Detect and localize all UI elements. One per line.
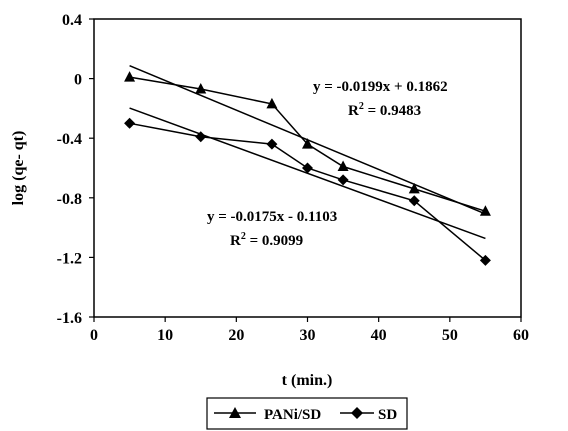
r-squared-superscript: 2 <box>359 101 364 112</box>
y-tick-label: -0.8 <box>57 191 82 208</box>
r-squared-value: = 0.9483 <box>364 103 421 119</box>
equation-panisd: y = -0.0199x + 0.1862 <box>313 79 448 95</box>
equation-sd: y = -0.0175x - 0.1103 <box>207 209 337 225</box>
legend-triangle-icon <box>229 407 241 418</box>
x-tick-label: 20 <box>228 327 244 344</box>
x-tick-label: 0 <box>90 327 98 344</box>
r-squared-sd: R2 = 0.9099 <box>230 231 303 249</box>
data-point-panisd <box>124 71 136 82</box>
legend-label-sd: SD <box>378 407 397 423</box>
data-point-sd <box>408 195 420 207</box>
legend-label-panisd: PANi/SD <box>264 407 321 423</box>
tick-layer: 0 10 20 30 40 50 60 0.4 0 -0.4 -0.8 -1.2 -1.6 <box>57 12 529 344</box>
y-tick-label: 0 <box>74 72 82 89</box>
r-squared-value: = 0.9099 <box>246 233 303 249</box>
x-axis-label: t (min.) <box>282 372 333 389</box>
data-point-panisd <box>408 182 420 194</box>
data-point-sd <box>195 131 207 143</box>
data-point-sd <box>337 174 349 186</box>
x-tick-label: 10 <box>157 327 173 344</box>
r-squared-superscript: 2 <box>241 231 246 242</box>
marker-layer <box>124 71 491 266</box>
data-point-sd <box>302 162 313 174</box>
data-point-panisd <box>337 160 349 172</box>
r-squared-letter: R <box>348 103 359 119</box>
y-tick-label: -1.6 <box>57 310 82 327</box>
x-tick-label: 60 <box>513 327 529 344</box>
y-axis-label: log (qe- qt) <box>10 131 27 206</box>
y-tick-label: -1.2 <box>57 250 82 267</box>
y-tick-label: 0.4 <box>62 12 82 29</box>
x-tick-label: 30 <box>300 327 316 344</box>
r-squared-letter: R <box>230 233 241 249</box>
data-point-panisd <box>266 97 278 109</box>
r-squared-panisd: R2 = 0.9483 <box>348 101 421 119</box>
data-point-panisd <box>302 138 313 149</box>
legend-diamond-icon <box>351 407 363 419</box>
legend: PANi/SD SD <box>206 397 408 430</box>
data-point-sd <box>479 254 491 266</box>
data-point-panisd <box>195 83 207 94</box>
data-point-sd <box>266 138 278 150</box>
data-point-panisd <box>479 205 491 216</box>
y-tick-label: -0.4 <box>57 131 82 148</box>
x-tick-label: 40 <box>371 327 387 344</box>
data-point-sd <box>124 117 136 129</box>
x-tick-label: 50 <box>442 327 458 344</box>
